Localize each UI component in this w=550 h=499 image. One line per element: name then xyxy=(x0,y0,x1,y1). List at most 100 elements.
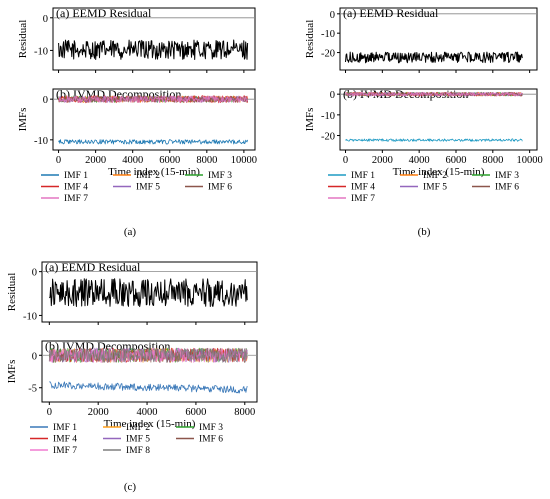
legend-label: IMF 7 xyxy=(64,194,88,204)
legend-item: IMF 6 xyxy=(176,435,223,445)
legend-item: IMF 4 xyxy=(30,435,77,445)
legend-label: IMF 5 xyxy=(126,435,150,445)
residual-series xyxy=(58,39,249,60)
chart-b: 0 -10 -20 (a) EEMD Residual Residual 0 -10 -20 (… xyxy=(304,6,543,238)
legend-item: IMF 1 xyxy=(30,423,77,433)
legend-label: IMF 6 xyxy=(495,183,519,193)
series-imf-7 xyxy=(345,91,523,97)
residual-ylabel: Residual xyxy=(304,20,316,59)
legend-item: IMF 2 xyxy=(400,171,447,181)
legend-item: IMF 6 xyxy=(472,183,519,193)
legend-label: IMF 6 xyxy=(208,183,232,193)
residual-ylabel: Residual xyxy=(17,20,29,59)
xtick-label: 2000 xyxy=(88,407,109,418)
residual-panel: 0 -10 (a) EEMD Residual Residual xyxy=(17,6,256,73)
legend-item: IMF 7 xyxy=(328,194,375,204)
xtick-label: 8000 xyxy=(482,155,503,166)
residual-series xyxy=(48,278,248,308)
ivmd-frame xyxy=(41,340,258,403)
legend-label: IMF 3 xyxy=(208,171,232,181)
xtick-label: 10000 xyxy=(231,155,257,166)
figure-caption: (b) xyxy=(418,226,431,238)
xtick-label: 4000 xyxy=(137,407,158,418)
legend-item: IMF 3 xyxy=(176,423,223,433)
legend-item: IMF 2 xyxy=(113,171,160,181)
xtick-label: 6000 xyxy=(159,155,180,166)
residual-ylabel: Residual xyxy=(6,273,18,312)
legend-item: IMF 7 xyxy=(41,194,88,204)
legend-label: IMF 1 xyxy=(64,171,88,181)
xtick-label: 0 xyxy=(56,155,61,166)
xaxis-label: Time index (15-min) xyxy=(108,166,200,178)
residual-series-group xyxy=(48,278,248,308)
xtick-label: 2000 xyxy=(372,155,393,166)
legend: IMF 1 IMF 2 IMF 3 IMF 4 IMF 5 IMF 6 IMF 7 xyxy=(41,171,232,204)
xtick-label: 2000 xyxy=(85,155,106,166)
residual-panel: 0 -10 (a) EEMD Residual Residual xyxy=(6,260,258,325)
residual-panel: 0 -10 -20 (a) EEMD Residual Residual xyxy=(304,6,538,73)
xtick-label: 8000 xyxy=(234,407,255,418)
legend-label: IMF 1 xyxy=(351,171,375,181)
xtick-label: 8000 xyxy=(196,155,217,166)
legend-item: IMF 4 xyxy=(41,183,88,193)
residual-title: (a) EEMD Residual xyxy=(56,6,152,20)
ivmd-ytick-label: -20 xyxy=(321,132,335,143)
xtick-label: 0 xyxy=(47,407,52,418)
residual-ytick-label: -10 xyxy=(34,46,48,57)
legend-label: IMF 2 xyxy=(126,423,150,433)
legend-label: IMF 2 xyxy=(423,171,447,181)
xtick-label: 4000 xyxy=(409,155,430,166)
residual-frame xyxy=(41,261,258,323)
ivmd-ytick-label: -10 xyxy=(34,136,48,147)
ivmd-ylabel: IMFs xyxy=(17,108,29,132)
legend-label: IMF 4 xyxy=(351,183,375,193)
legend-label: IMF 2 xyxy=(136,171,160,181)
legend-item: IMF 4 xyxy=(328,183,375,193)
residual-ytick-label: 0 xyxy=(32,268,37,279)
ivmd-ylabel: IMFs xyxy=(304,108,316,132)
legend: IMF 1 IMF 2 IMF 3 IMF 4 IMF 5 IMF 6 IMF 7 xyxy=(328,171,519,204)
series-imf-7 xyxy=(48,347,248,363)
series-imf-1 xyxy=(49,381,248,394)
legend-item: IMF 5 xyxy=(113,183,160,193)
ivmd-series-group xyxy=(58,95,248,145)
legend-item: IMF 6 xyxy=(185,183,232,193)
legend-item: IMF 5 xyxy=(400,183,447,193)
residual-ytick-label: -10 xyxy=(23,311,37,322)
ivmd-frame xyxy=(52,88,256,151)
legend-label: IMF 1 xyxy=(53,423,77,433)
series-imf-1 xyxy=(58,139,248,145)
xtick-label: 0 xyxy=(343,155,348,166)
ivmd-ytick-label: -5 xyxy=(28,384,37,395)
residual-title: (a) EEMD Residual xyxy=(45,260,141,274)
residual-ytick-label: 0 xyxy=(43,14,48,25)
residual-series xyxy=(345,51,523,64)
legend-label: IMF 5 xyxy=(423,183,447,193)
residual-ytick-label: -10 xyxy=(321,29,335,40)
legend-item: IMF 8 xyxy=(103,446,150,456)
ivmd-series-group xyxy=(345,91,523,142)
ivmd-ytick-label: 0 xyxy=(32,351,37,362)
ivmd-ytick-label: 0 xyxy=(330,90,335,101)
series-imf-1 xyxy=(345,138,523,142)
residual-ytick-label: 0 xyxy=(330,10,335,21)
legend: IMF 1 IMF 2 IMF 3 IMF 4 IMF 5 IMF 6 IMF 7 IMF 8 xyxy=(30,423,223,456)
legend-item: IMF 5 xyxy=(103,435,150,445)
legend-label: IMF 7 xyxy=(53,446,77,456)
legend-label: IMF 8 xyxy=(126,446,150,456)
legend-label: IMF 3 xyxy=(199,423,223,433)
ivmd-ytick-label: 0 xyxy=(43,95,48,106)
xtick-label: 6000 xyxy=(185,407,206,418)
legend-item: IMF 3 xyxy=(185,171,232,181)
ivmd-series-group xyxy=(48,347,248,394)
legend-label: IMF 6 xyxy=(199,435,223,445)
legend-item: IMF 1 xyxy=(41,171,88,181)
legend-item: IMF 2 xyxy=(103,423,150,433)
figure-caption: (a) xyxy=(124,226,137,238)
residual-series-group xyxy=(345,51,523,64)
